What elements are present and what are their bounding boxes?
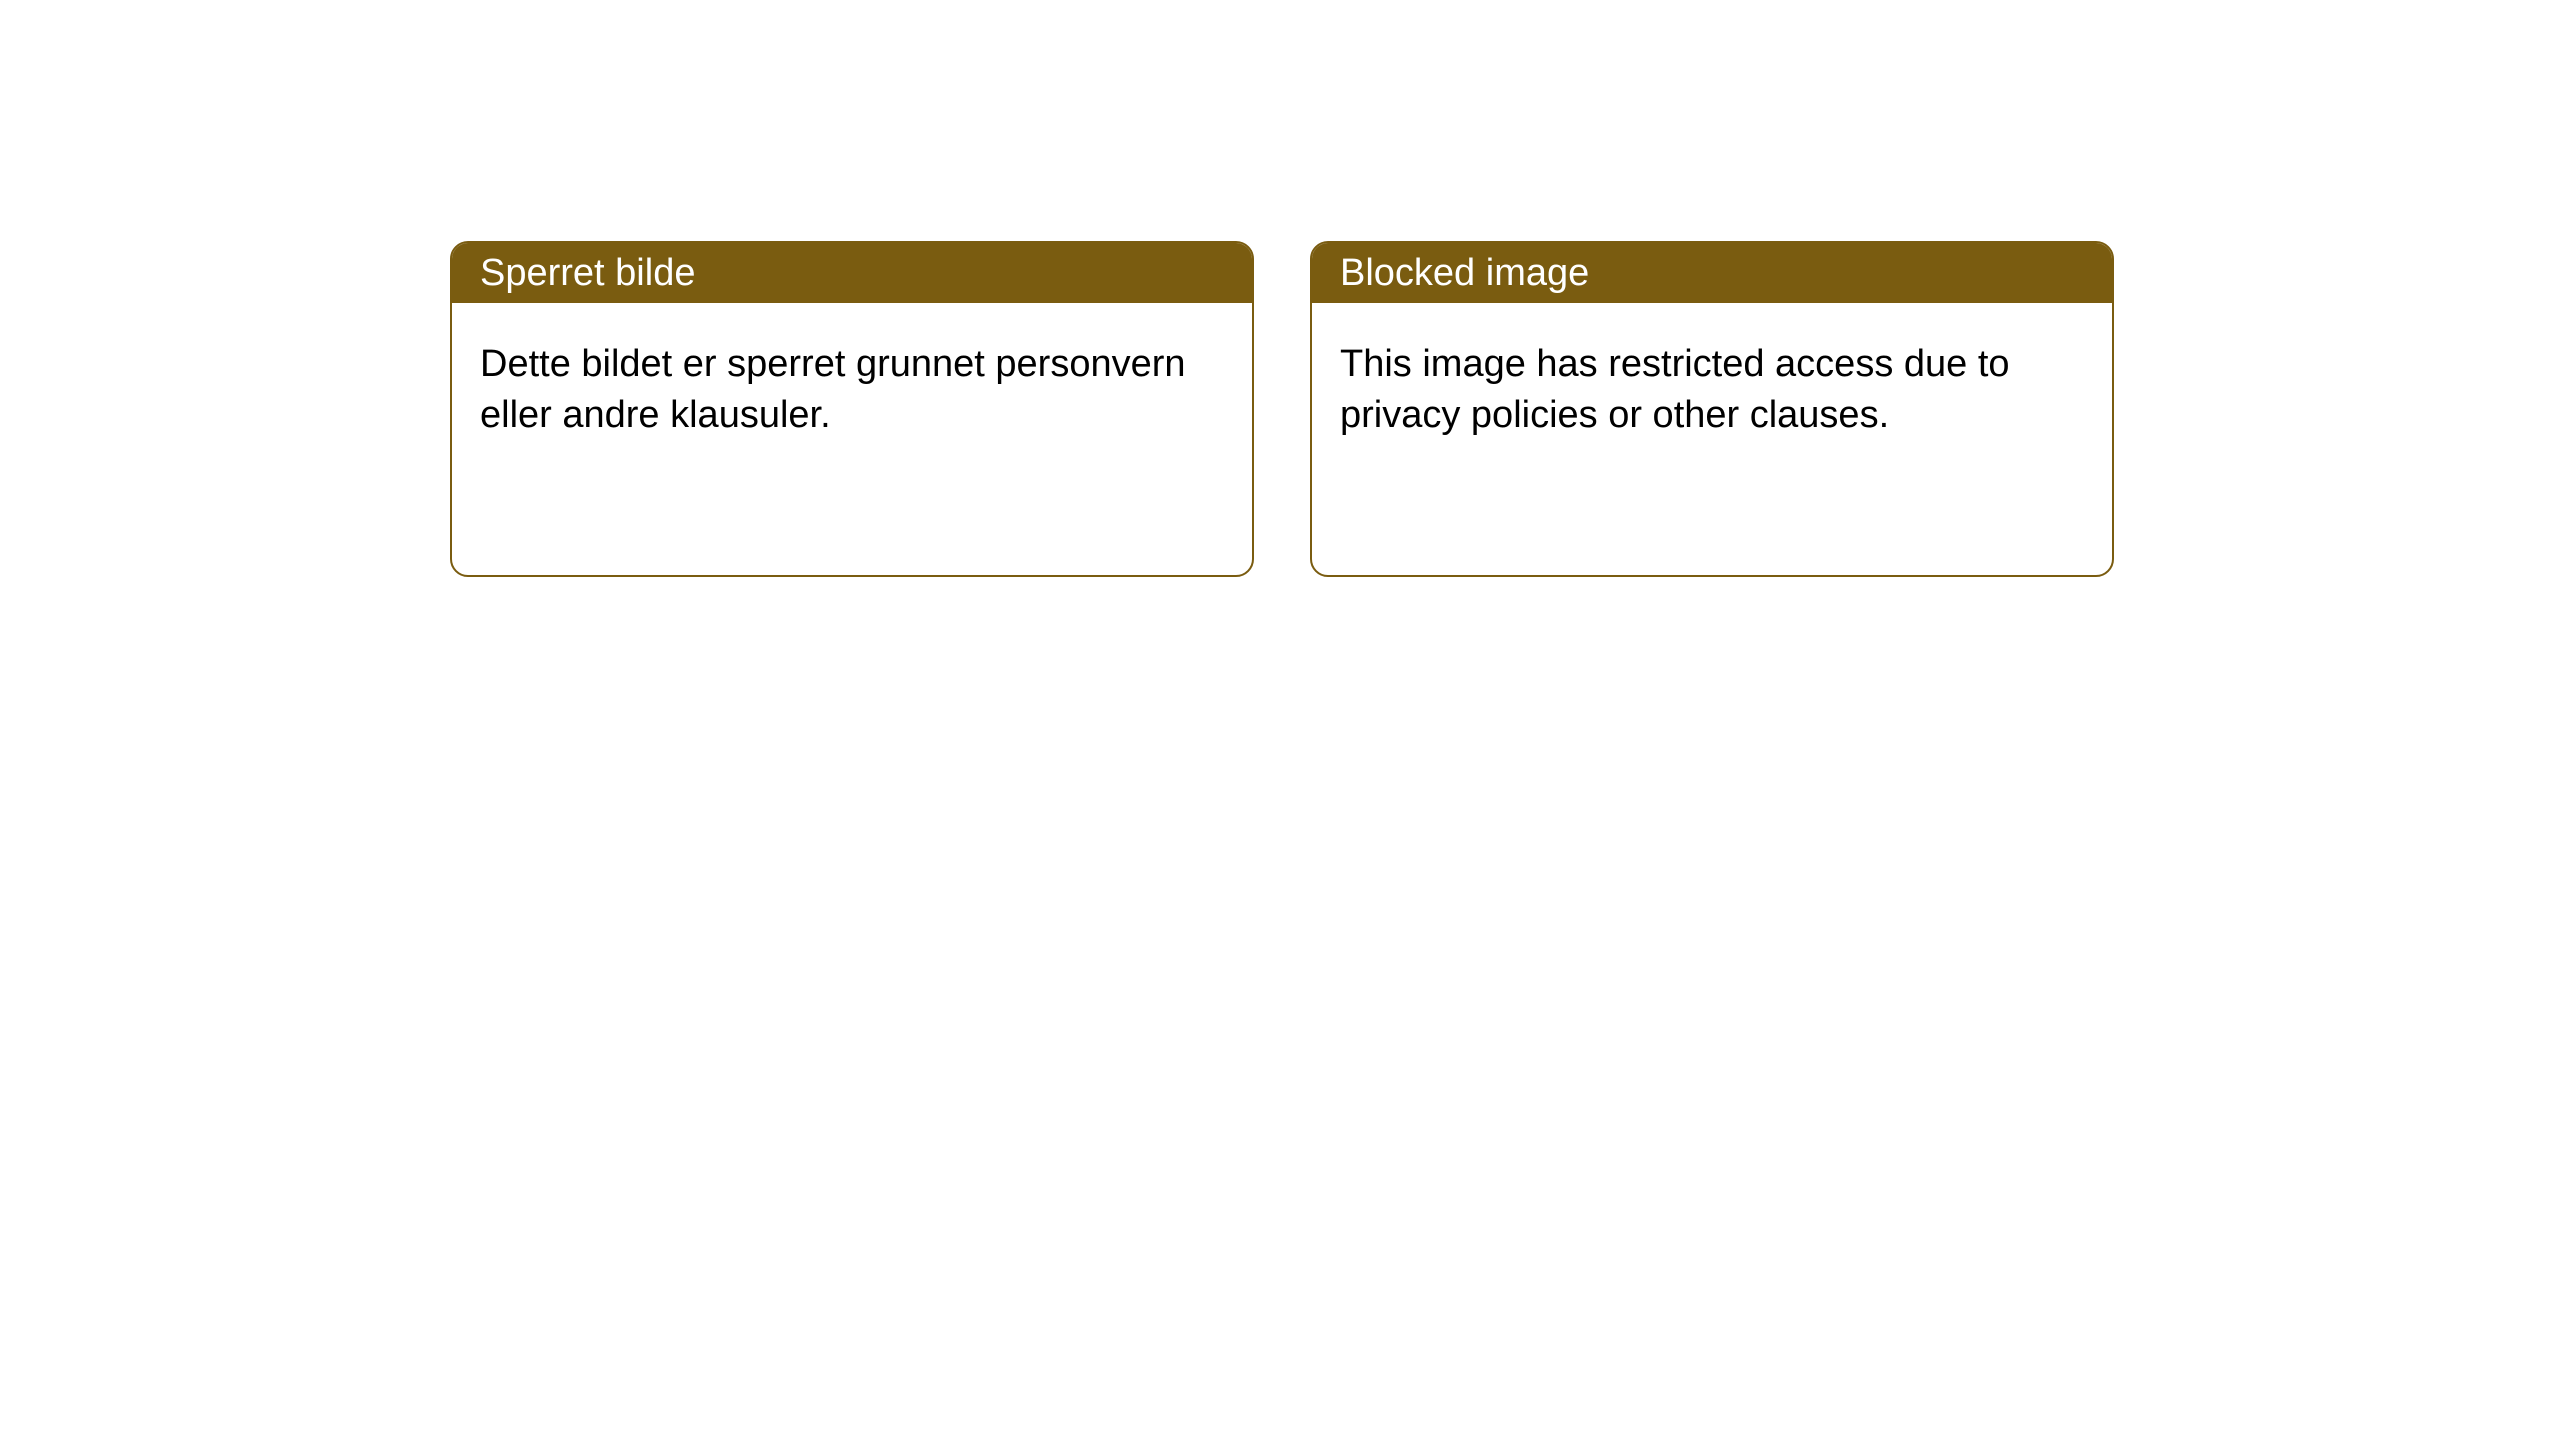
notice-card-norwegian: Sperret bilde Dette bildet er sperret gr…	[450, 241, 1254, 577]
card-header: Sperret bilde	[452, 243, 1252, 303]
card-header: Blocked image	[1312, 243, 2112, 303]
notice-card-english: Blocked image This image has restricted …	[1310, 241, 2114, 577]
card-title: Blocked image	[1340, 252, 1589, 295]
notice-container: Sperret bilde Dette bildet er sperret gr…	[0, 0, 2560, 577]
card-body-text: Dette bildet er sperret grunnet personve…	[480, 343, 1186, 436]
card-body: Dette bildet er sperret grunnet personve…	[452, 303, 1252, 478]
card-body-text: This image has restricted access due to …	[1340, 343, 2010, 436]
card-body: This image has restricted access due to …	[1312, 303, 2112, 478]
card-title: Sperret bilde	[480, 252, 695, 295]
